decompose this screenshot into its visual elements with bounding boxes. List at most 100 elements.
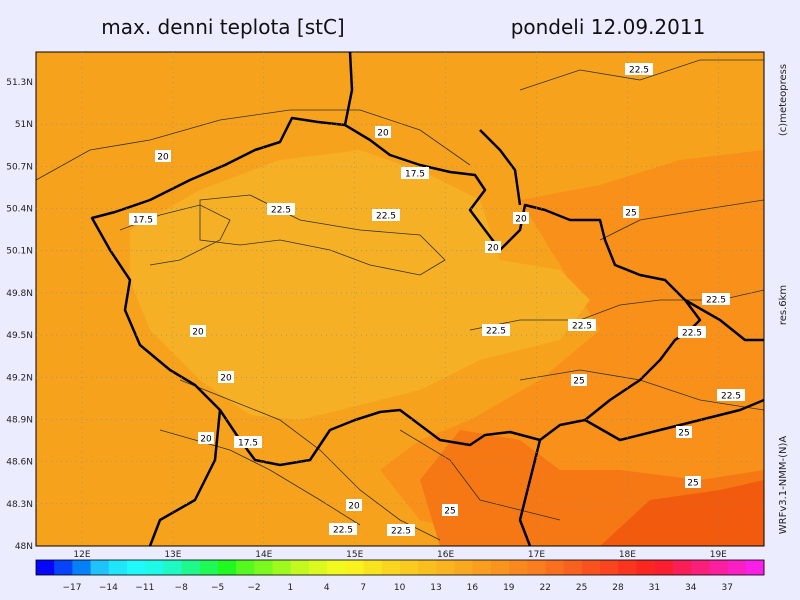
colorbar-swatch	[272, 560, 292, 575]
colorbar-label: 28	[612, 583, 624, 593]
contour-label: 20	[157, 153, 169, 163]
contour-label: 20	[220, 374, 232, 384]
country-border	[479, 129, 522, 206]
colorbar-swatch	[709, 560, 729, 575]
colorbar-frame	[35, 559, 765, 576]
contour-label: 22.5	[486, 327, 506, 337]
map-frame	[35, 51, 765, 547]
contour-label-box	[485, 241, 501, 253]
colorbar-swatch	[691, 560, 710, 575]
colorbar-swatch	[654, 560, 674, 575]
contour-label-box	[198, 432, 214, 444]
contour-label: 17.5	[133, 216, 153, 226]
colorbar-label: 25	[576, 583, 587, 593]
colorbar-swatch	[727, 560, 747, 575]
colorbar-swatch	[745, 560, 765, 575]
contour-label: 20	[348, 502, 360, 512]
contour-label: 22.5	[572, 322, 592, 332]
colorbar-label: 7	[360, 583, 366, 593]
colorbar-swatch	[418, 560, 437, 575]
colorbar-label: 4	[324, 583, 330, 593]
contour-line	[399, 429, 561, 521]
lat-label: 48.9N	[6, 415, 33, 425]
lon-label: 12E	[73, 550, 90, 560]
colorbar-swatch	[309, 560, 328, 575]
hottest-region	[600, 480, 764, 546]
colorbar-swatch	[290, 560, 310, 575]
lon-label: 15E	[346, 550, 363, 560]
colorbar-swatch	[72, 560, 92, 575]
contour-label-box	[401, 167, 429, 179]
contour-label-box	[568, 319, 596, 331]
lat-label: 48.3N	[6, 500, 33, 510]
colorbar-label: 22	[539, 583, 550, 593]
colorbar-label: 31	[649, 583, 660, 593]
contour-label: 20	[487, 244, 499, 254]
contour-label: 17.5	[405, 170, 425, 180]
contour-label: 25	[678, 429, 689, 439]
contour-line	[199, 194, 446, 276]
lat-label: 49.5N	[6, 331, 33, 341]
country-border	[148, 409, 222, 547]
contour-label-box	[482, 324, 510, 336]
colorbar-swatch	[400, 560, 419, 575]
contour-label-box	[717, 389, 745, 401]
contour-label-box	[155, 150, 171, 162]
colorbar-swatch	[673, 560, 692, 575]
country-border	[684, 298, 764, 342]
contour-label: 22.5	[333, 526, 353, 536]
contour-label-box	[676, 426, 692, 438]
contour-label-box	[571, 374, 587, 386]
contour-line	[119, 204, 231, 266]
lat-label: 48.6N	[6, 458, 33, 468]
contour-label: 20	[200, 435, 212, 445]
contour-label-box	[387, 524, 415, 536]
contour-line	[599, 199, 765, 241]
colorbar-swatch	[381, 560, 401, 575]
contour-label: 22.5	[721, 392, 741, 402]
colorbar-swatch	[254, 560, 274, 575]
colorbar-label: −14	[99, 583, 118, 593]
lon-label: 19E	[710, 550, 727, 560]
lat-label: 50.7N	[6, 162, 33, 172]
contour-label: 22.5	[391, 527, 411, 537]
contour-line	[519, 59, 764, 91]
colorbar-swatch	[181, 560, 201, 575]
colorbar-swatch	[90, 560, 110, 575]
colorbar-swatch	[218, 560, 237, 575]
colorbar-swatch	[582, 560, 601, 575]
contour-label-box	[702, 293, 730, 305]
colorbar-swatch	[54, 560, 73, 575]
contour-label: 25	[573, 377, 584, 387]
contour-label-box	[346, 499, 362, 511]
colorbar-swatch	[363, 560, 383, 575]
contour-label: 22.5	[706, 296, 726, 306]
contour-label-box	[623, 206, 639, 218]
contour-label-box	[375, 126, 391, 138]
colorbar-label: 19	[503, 583, 515, 593]
country-border	[518, 439, 542, 547]
colorbar-label: −17	[63, 583, 82, 593]
colorbar-swatch	[545, 560, 565, 575]
contour-label: 20	[377, 129, 389, 139]
colorbar-swatch	[108, 560, 128, 575]
lat-label: 50.4N	[6, 205, 33, 215]
lon-label: 17E	[528, 550, 545, 560]
country-border	[90, 116, 702, 467]
colorbar-label: −5	[211, 583, 224, 593]
contour-label-box	[267, 203, 295, 215]
contour-label-box	[625, 63, 653, 75]
colorbar-swatch	[491, 560, 510, 575]
map-area	[35, 51, 765, 547]
colorbar-label: −11	[135, 583, 154, 593]
colorbar-swatch	[127, 560, 146, 575]
contour-label: 22.5	[271, 206, 291, 216]
colorbar-label: 37	[721, 583, 732, 593]
colorbar-swatch	[36, 560, 55, 575]
country-border	[584, 398, 765, 442]
contour-label: 25	[444, 507, 455, 517]
contour-line	[35, 109, 471, 181]
map-date: pondeli 12.09.2011	[511, 15, 706, 39]
contour-label-box	[234, 436, 262, 448]
contour-label-box	[442, 504, 458, 516]
